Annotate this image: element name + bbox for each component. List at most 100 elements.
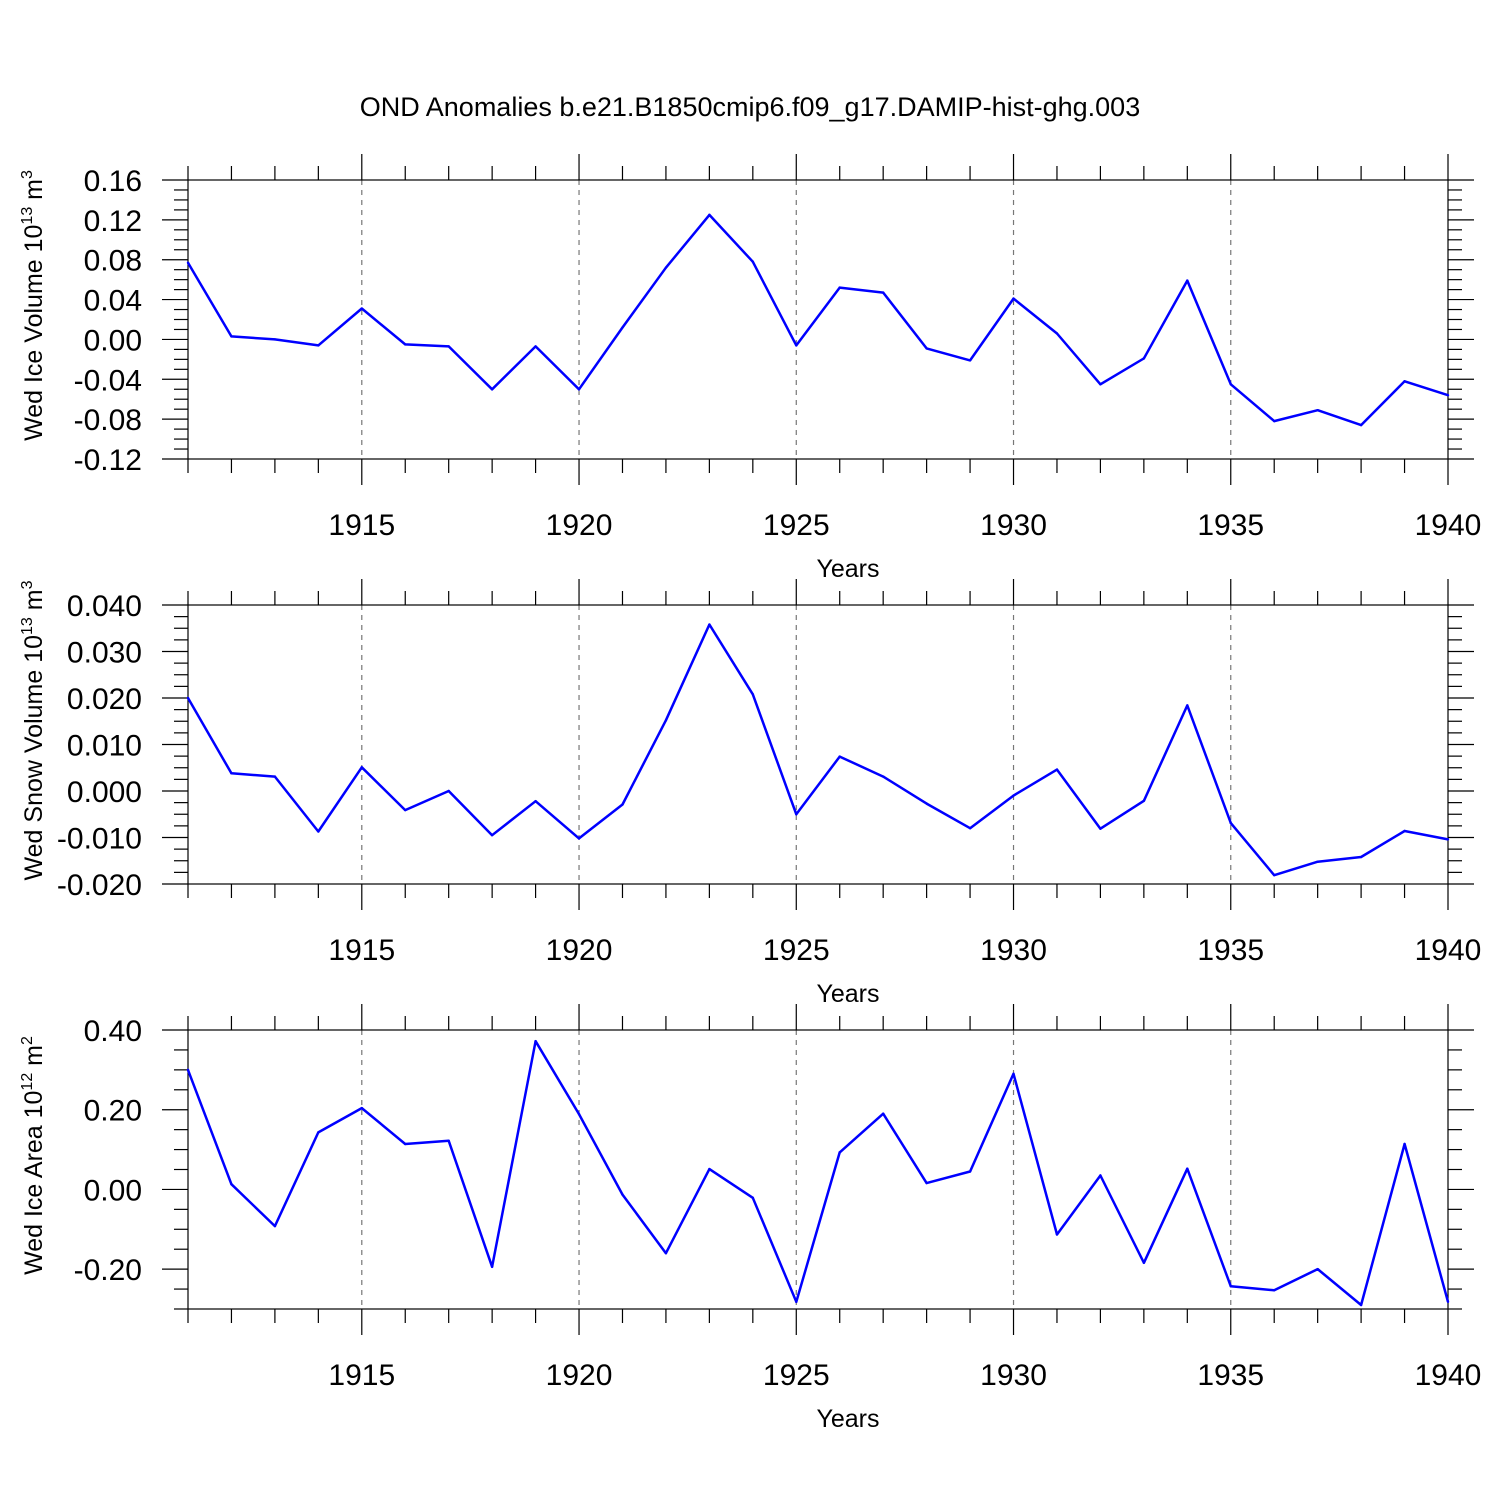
data-point	[534, 345, 537, 348]
data-point	[230, 772, 233, 775]
x-tick-label: 1925	[763, 1359, 830, 1392]
series-line	[186, 1039, 1450, 1307]
y-tick-label: -0.020	[57, 869, 142, 902]
y-tick-label: -0.08	[74, 404, 142, 437]
data-point	[186, 261, 190, 264]
data-point	[664, 1252, 668, 1255]
data-point	[621, 326, 624, 329]
data-point	[1316, 860, 1319, 863]
data-point	[838, 1151, 841, 1154]
y-tick-label: 0.00	[84, 324, 142, 357]
y-axis-label: Wed Snow Volume 1013 m3	[19, 580, 48, 880]
x-axis-label: Years	[816, 555, 879, 583]
y-axis-label: Wed Ice Volume 1013 m3	[19, 170, 48, 441]
data-point	[1359, 1303, 1363, 1307]
data-point	[708, 213, 711, 217]
data-point	[447, 345, 450, 348]
x-tick-label: 1915	[328, 509, 395, 542]
y-tick-label: 0.020	[67, 683, 142, 716]
data-point	[447, 1139, 450, 1143]
y-tick-label: -0.010	[57, 823, 142, 856]
series-line	[186, 623, 1449, 877]
data-point	[925, 1181, 928, 1185]
data-point	[1403, 829, 1406, 833]
data-point	[404, 808, 407, 812]
data-point	[1229, 1285, 1232, 1288]
panel-1: -0.12 -0.08 -0.04 0.00 0.04 0.08 0.12 0.16 1915 1…	[19, 154, 1481, 583]
y-tick-label: -0.04	[74, 364, 142, 397]
data-point	[273, 775, 277, 778]
data-point	[925, 347, 928, 350]
y-tick-label: 0.010	[67, 730, 142, 763]
data-point	[360, 307, 363, 310]
y-tick-label: 0.16	[84, 165, 142, 198]
data-point	[360, 1106, 363, 1110]
x-tick-label: 1920	[546, 934, 613, 967]
data-point	[490, 833, 494, 837]
data-point	[1446, 394, 1450, 397]
data-point	[751, 1196, 755, 1199]
figure-title: OND Anomalies b.e21.B1850cmip6.f09_g17.D…	[360, 92, 1140, 122]
data-point	[751, 693, 755, 696]
data-point	[1142, 357, 1146, 360]
x-tick-label: 1940	[1415, 1359, 1482, 1392]
data-point	[577, 837, 581, 840]
data-point	[664, 719, 668, 722]
data-point	[621, 1193, 624, 1196]
x-tick-label: 1930	[980, 1359, 1047, 1392]
data-point	[273, 338, 277, 341]
data-point	[490, 388, 494, 391]
data-point	[1316, 408, 1319, 412]
data-point	[1099, 383, 1102, 386]
x-tick-label: 1940	[1415, 509, 1482, 542]
data-point	[708, 1167, 711, 1171]
data-point	[838, 286, 841, 289]
y-axis-label: Wed Ice Area 1012 m2	[19, 1036, 48, 1275]
data-point	[1099, 1174, 1102, 1177]
data-point	[838, 755, 841, 758]
data-point	[1012, 1072, 1015, 1076]
data-point	[1273, 419, 1276, 423]
y-tick-label: 0.08	[84, 245, 142, 278]
data-point	[1229, 821, 1232, 825]
data-point	[1446, 1300, 1450, 1304]
data-point	[1403, 380, 1406, 383]
x-tick-label: 1935	[1197, 934, 1264, 967]
series-line	[186, 213, 1449, 427]
data-point	[317, 344, 320, 347]
x-axis-label: Years	[816, 980, 879, 1008]
y-tick-label: 0.00	[84, 1174, 142, 1207]
data-point	[968, 359, 972, 362]
data-point	[534, 1039, 537, 1043]
data-point	[1055, 1233, 1059, 1236]
x-tick-label: 1915	[328, 1359, 395, 1392]
data-point	[577, 1112, 581, 1116]
data-point	[1186, 704, 1189, 707]
x-tick-label: 1920	[546, 1359, 613, 1392]
data-point	[317, 830, 320, 833]
data-point	[881, 291, 885, 294]
data-point	[664, 266, 668, 269]
data-point	[230, 1183, 233, 1186]
data-point	[1186, 1167, 1189, 1170]
plot-frame	[187, 604, 1449, 885]
y-tick-label: 0.000	[67, 776, 142, 809]
data-point	[1359, 423, 1363, 427]
panel-3: -0.20 0.00 0.20 0.40 1915 1920 1925 1930 1935 194…	[19, 1004, 1481, 1433]
data-point	[1359, 855, 1363, 859]
x-tick-label: 1940	[1415, 934, 1482, 967]
y-tick-label: -0.20	[74, 1254, 142, 1287]
x-tick-label: 1935	[1197, 509, 1264, 542]
data-point	[1099, 827, 1102, 830]
data-point	[795, 813, 798, 816]
data-point	[795, 1300, 798, 1304]
data-point	[881, 1112, 885, 1115]
x-tick-label: 1915	[328, 934, 395, 967]
data-point	[1142, 799, 1146, 802]
data-point	[230, 335, 233, 338]
data-point	[577, 388, 581, 391]
data-point	[447, 789, 450, 793]
data-point	[534, 800, 537, 803]
plot-frame	[187, 1029, 1449, 1310]
